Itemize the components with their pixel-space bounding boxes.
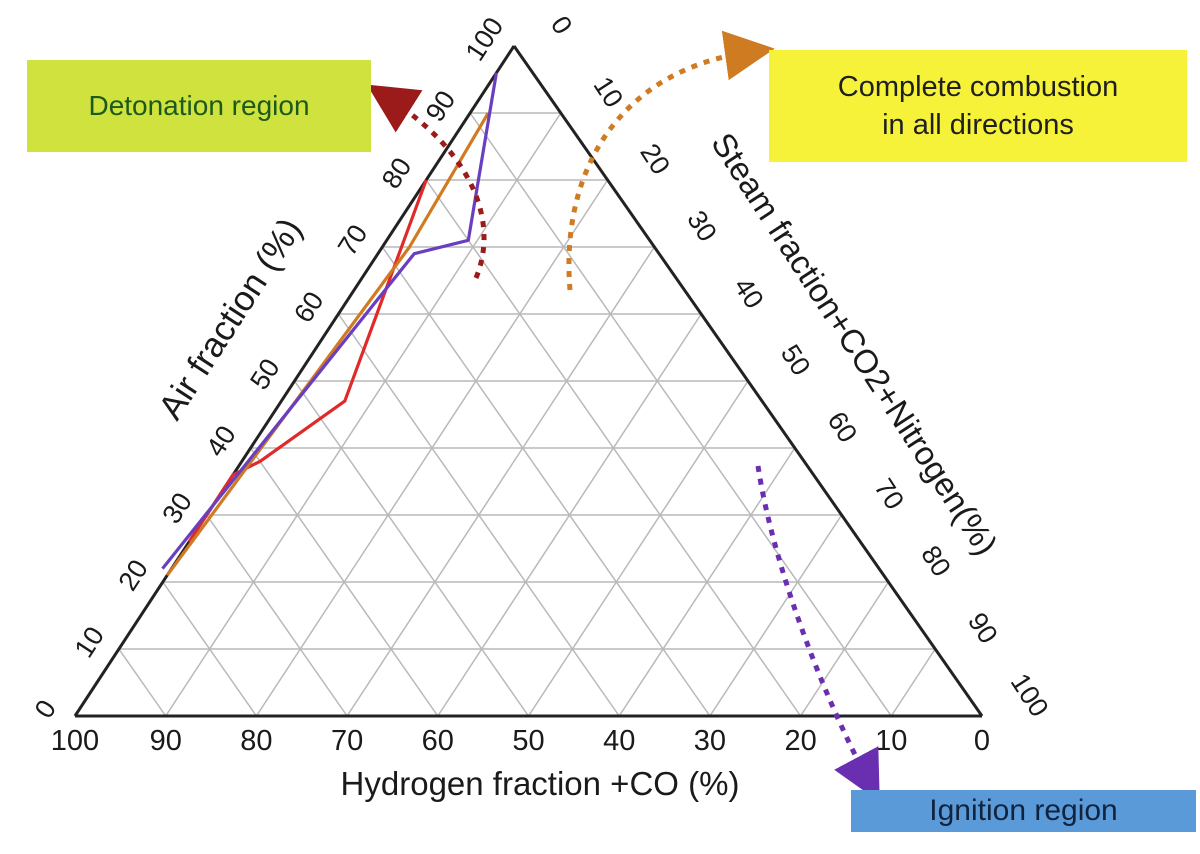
combustion-boundary-curve — [165, 112, 490, 577]
left-axis-line — [73, 45, 516, 717]
grid-line — [890, 648, 936, 717]
left-tick-label: 90 — [420, 85, 462, 127]
left-tick-label: 30 — [156, 487, 198, 529]
bottom-tick-label: 100 — [51, 725, 99, 757]
right-tick-label: 80 — [915, 540, 957, 582]
grid-line — [165, 112, 562, 717]
right-axis-title: Steam fraction+CO2+Nitrogen(%) — [704, 126, 1005, 561]
detonation-arrow — [366, 84, 487, 279]
left-tick-label: 60 — [288, 286, 330, 328]
left-tick-label: 0 — [29, 695, 62, 724]
left-tick-label: 70 — [332, 219, 374, 261]
left-tick-label: 40 — [200, 420, 242, 462]
detonation-region-label: Detonation region — [27, 60, 371, 152]
left-tick-label: 20 — [112, 554, 154, 596]
left-tick-label: 100 — [460, 12, 510, 66]
ignition-arrow — [755, 465, 880, 803]
bottom-tick-label: 10 — [875, 725, 907, 757]
grid-line — [162, 581, 258, 717]
grid-line — [118, 648, 167, 717]
left-tick-label: 10 — [69, 621, 111, 663]
right-tick-label: 50 — [775, 339, 817, 381]
bottom-tick-label: 80 — [240, 725, 272, 757]
grid-line — [709, 514, 843, 717]
grid-lines — [118, 112, 936, 717]
grid-line — [293, 380, 530, 717]
grid-line — [346, 246, 656, 717]
grid-line — [469, 112, 892, 717]
ignition-boundary-curve — [161, 72, 498, 570]
bottom-tick-label: 50 — [512, 725, 544, 757]
right-tick-label: 30 — [681, 205, 723, 247]
bottom-tick-label: 0 — [974, 725, 990, 757]
grid-line — [618, 447, 796, 717]
bottom-tick-label: 40 — [603, 725, 635, 757]
bottom-tick-label: 30 — [694, 725, 726, 757]
bottom-tick-label: 20 — [784, 725, 816, 757]
grid-line — [527, 380, 749, 717]
left-tick-label: 50 — [244, 353, 286, 395]
combustion-region-label: Complete combustion in all directions — [769, 50, 1187, 162]
grid-line — [249, 447, 439, 717]
right-tick-label: 90 — [962, 607, 1004, 649]
right-tick-label: 20 — [634, 138, 676, 180]
grid-line — [799, 581, 890, 717]
bottom-tick-label: 70 — [331, 725, 363, 757]
right-tick-label: 40 — [728, 272, 770, 314]
bottom-axis-title: Hydrogen fraction +CO (%) — [341, 765, 740, 802]
left-tick-label: 80 — [376, 152, 418, 194]
grid-line — [381, 246, 711, 717]
bottom-tick-label: 60 — [422, 725, 454, 757]
bottom-tick-label: 90 — [150, 725, 182, 757]
right-tick-label: 0 — [545, 11, 578, 40]
right-tick-label: 60 — [822, 406, 864, 448]
right-tick-label: 70 — [868, 473, 910, 515]
right-tick-label: 10 — [588, 71, 630, 113]
boundary-curves — [161, 72, 498, 577]
right-tick-label: 100 — [1005, 668, 1055, 722]
ignition-region-label: Ignition region — [851, 790, 1196, 832]
grid-line — [206, 514, 348, 717]
